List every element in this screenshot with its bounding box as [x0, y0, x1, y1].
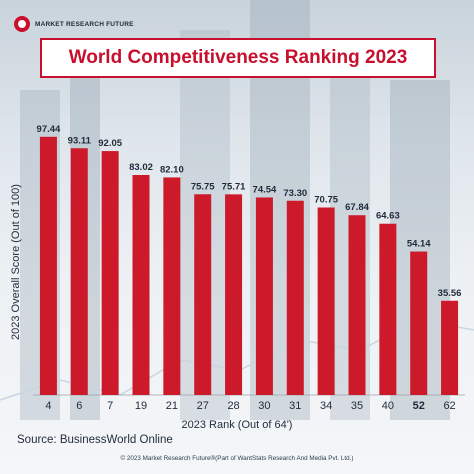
brand-name: MARKET RESEARCH FUTURE — [35, 20, 134, 28]
data-label-27: 75.75 — [191, 181, 215, 192]
chart-title: World Competitiveness Ranking 2023 — [68, 47, 408, 68]
data-label-31: 73.30 — [283, 188, 307, 199]
data-label-62: 35.56 — [438, 288, 462, 299]
x-tick-label-35: 35 — [351, 400, 363, 412]
x-tick-label-19: 19 — [135, 400, 147, 412]
bar-21 — [163, 177, 181, 395]
x-tick-label-6: 6 — [76, 400, 82, 412]
bar-28 — [225, 194, 243, 395]
x-tick-label-7: 7 — [107, 400, 113, 412]
bar-40 — [379, 223, 397, 395]
bar-31 — [286, 200, 304, 395]
data-label-30: 74.54 — [253, 184, 277, 195]
data-label-40: 64.63 — [376, 211, 400, 222]
brand-logo-icon — [14, 16, 30, 32]
x-tick-label-34: 34 — [320, 400, 332, 412]
data-label-6: 93.11 — [68, 135, 92, 146]
x-tick-label-30: 30 — [258, 400, 270, 412]
x-axis-label: 2023 Rank (Out of 64') — [181, 419, 293, 431]
data-label-35: 67.84 — [345, 202, 369, 213]
data-label-4: 97.44 — [37, 124, 61, 135]
bar-35 — [348, 215, 366, 395]
copyright-footer: © 2023 Market Research Future®(Part of W… — [120, 455, 354, 462]
x-tick-label-28: 28 — [227, 400, 239, 412]
title-box: World Competitiveness Ranking 2023 — [40, 38, 436, 78]
data-label-28: 75.71 — [222, 181, 246, 192]
x-tick-label-31: 31 — [289, 400, 301, 412]
x-tick-label-4: 4 — [45, 400, 51, 412]
bar-7 — [101, 151, 119, 395]
data-label-7: 92.05 — [98, 138, 122, 149]
source-note: Source: BusinessWorld Online — [17, 434, 173, 446]
data-label-34: 70.75 — [314, 195, 338, 206]
data-label-19: 83.02 — [129, 162, 153, 173]
x-tick-label-62: 62 — [443, 400, 455, 412]
bar-30 — [255, 197, 273, 395]
bar-19 — [132, 174, 150, 395]
bar-4 — [39, 136, 57, 395]
bar-27 — [194, 194, 212, 395]
x-tick-label-40: 40 — [382, 400, 394, 412]
bar-52 — [410, 251, 428, 395]
x-tick-label-52: 52 — [413, 400, 425, 412]
bar-34 — [317, 207, 335, 395]
x-tick-label-27: 27 — [197, 400, 209, 412]
data-label-21: 82.10 — [160, 164, 184, 175]
data-label-52: 54.14 — [407, 239, 431, 250]
x-tick-label-21: 21 — [166, 400, 178, 412]
brand: MARKET RESEARCH FUTURE — [14, 16, 134, 32]
bar-62 — [441, 300, 459, 395]
bar-6 — [70, 148, 88, 395]
